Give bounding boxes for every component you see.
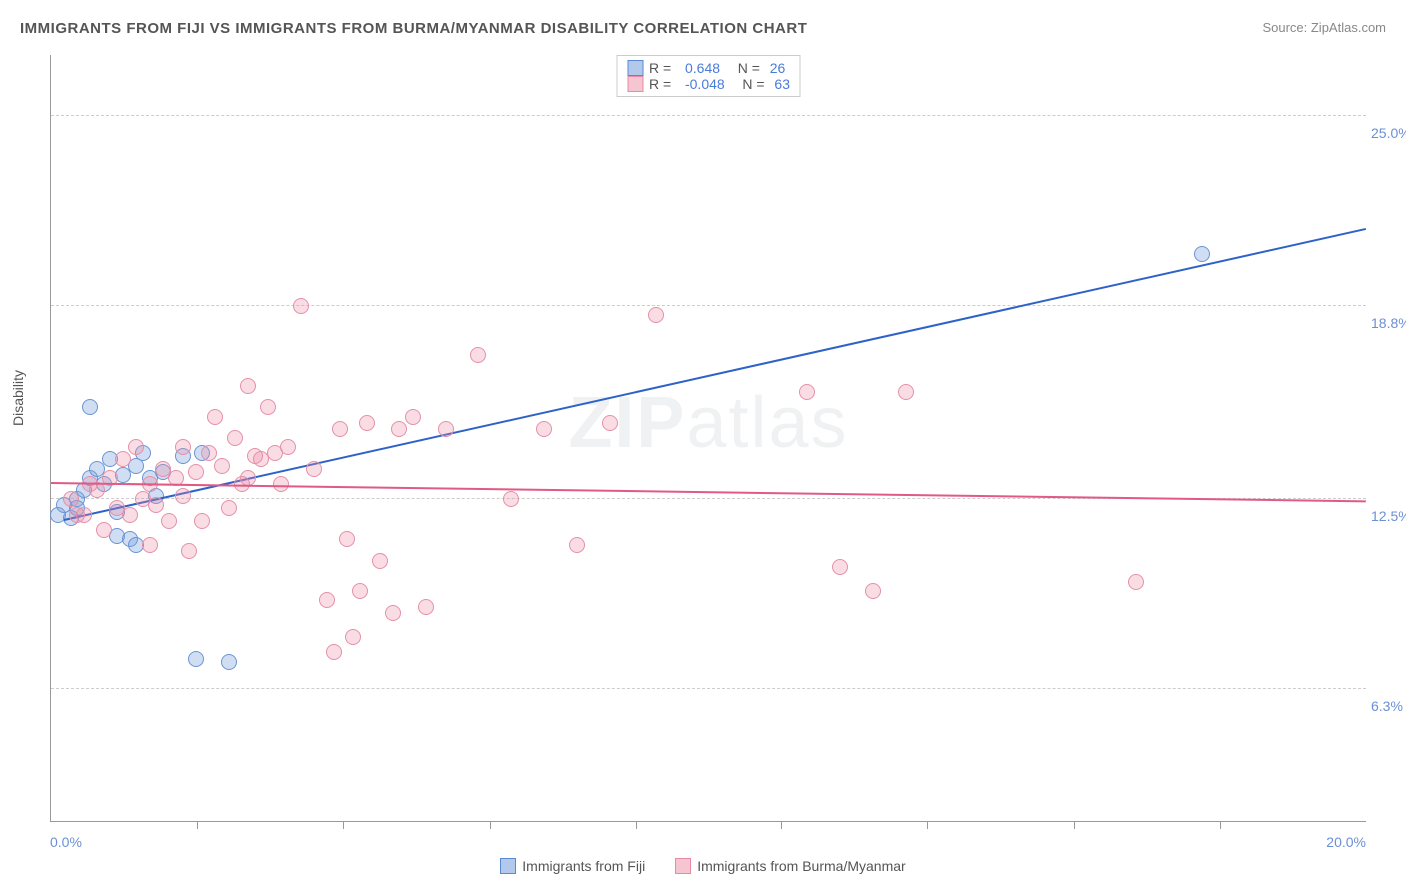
data-point <box>82 399 98 415</box>
data-point <box>293 298 309 314</box>
data-point <box>240 378 256 394</box>
data-point <box>273 476 289 492</box>
legend-n-value: 63 <box>774 76 790 92</box>
bottom-legend: Immigrants from Fiji Immigrants from Burm… <box>0 858 1406 874</box>
legend-n-value: 26 <box>770 60 786 76</box>
data-point <box>214 458 230 474</box>
legend-swatch <box>500 858 516 874</box>
plot-area: 6.3%12.5%18.8%25.0%ZIPatlasR = 0.648 N =… <box>50 55 1366 822</box>
x-tick <box>1220 821 1221 829</box>
data-point <box>1128 574 1144 590</box>
data-point <box>832 559 848 575</box>
legend-r-value: 0.648 <box>685 60 720 76</box>
data-point <box>405 409 421 425</box>
y-tick-label: 18.8% <box>1371 315 1406 331</box>
data-point <box>1194 246 1210 262</box>
data-point <box>161 513 177 529</box>
data-point <box>319 592 335 608</box>
data-point <box>188 464 204 480</box>
data-point <box>372 553 388 569</box>
data-point <box>227 430 243 446</box>
data-point <box>260 399 276 415</box>
gridline <box>51 688 1366 689</box>
data-point <box>280 439 296 455</box>
source-label: Source: ZipAtlas.com <box>1262 20 1386 35</box>
data-point <box>194 513 210 529</box>
trend-line <box>64 228 1366 521</box>
data-point <box>536 421 552 437</box>
correlation-legend: R = 0.648 N = 26R = -0.048 N = 63 <box>616 55 801 97</box>
y-tick-label: 25.0% <box>1371 125 1406 141</box>
data-point <box>865 583 881 599</box>
gridline <box>51 305 1366 306</box>
data-point <box>391 421 407 437</box>
data-point <box>221 654 237 670</box>
data-point <box>326 644 342 660</box>
data-point <box>221 500 237 516</box>
data-point <box>148 497 164 513</box>
data-point <box>503 491 519 507</box>
data-point <box>359 415 375 431</box>
data-point <box>181 543 197 559</box>
legend-swatch <box>675 858 691 874</box>
gridline <box>51 115 1366 116</box>
x-tick <box>781 821 782 829</box>
x-tick <box>927 821 928 829</box>
data-point <box>470 347 486 363</box>
data-point <box>569 537 585 553</box>
chart-container: IMMIGRANTS FROM FIJI VS IMMIGRANTS FROM … <box>0 0 1406 892</box>
data-point <box>115 451 131 467</box>
data-point <box>438 421 454 437</box>
data-point <box>898 384 914 400</box>
data-point <box>142 537 158 553</box>
series-name: Immigrants from Burma/Myanmar <box>697 858 905 874</box>
legend-r-label: R = <box>649 60 679 76</box>
data-point <box>175 439 191 455</box>
data-point <box>385 605 401 621</box>
legend-n-label: N = <box>726 60 764 76</box>
x-axis-max-label: 20.0% <box>1326 834 1366 850</box>
data-point <box>418 599 434 615</box>
y-tick-label: 6.3% <box>1371 698 1403 714</box>
data-point <box>201 445 217 461</box>
data-point <box>63 491 79 507</box>
data-point <box>352 583 368 599</box>
legend-r-value: -0.048 <box>685 76 725 92</box>
data-point <box>306 461 322 477</box>
data-point <box>69 507 85 523</box>
legend-r-label: R = <box>649 76 679 92</box>
legend-row: R = 0.648 N = 26 <box>627 60 790 76</box>
y-tick-label: 12.5% <box>1371 508 1406 524</box>
data-point <box>339 531 355 547</box>
data-point <box>345 629 361 645</box>
data-point <box>122 507 138 523</box>
data-point <box>240 470 256 486</box>
x-tick <box>1074 821 1075 829</box>
data-point <box>188 651 204 667</box>
legend-row: R = -0.048 N = 63 <box>627 76 790 92</box>
data-point <box>332 421 348 437</box>
data-point <box>602 415 618 431</box>
trend-line <box>51 482 1366 502</box>
legend-swatch <box>627 60 643 76</box>
data-point <box>128 439 144 455</box>
x-tick <box>197 821 198 829</box>
series-name: Immigrants from Fiji <box>522 858 645 874</box>
x-tick <box>636 821 637 829</box>
header: IMMIGRANTS FROM FIJI VS IMMIGRANTS FROM … <box>20 20 1386 37</box>
legend-swatch <box>627 76 643 92</box>
chart-title: IMMIGRANTS FROM FIJI VS IMMIGRANTS FROM … <box>20 20 807 37</box>
bottom-legend-item: Immigrants from Fiji <box>500 858 645 874</box>
data-point <box>648 307 664 323</box>
y-axis-label: Disability <box>10 370 26 426</box>
data-point <box>799 384 815 400</box>
x-tick <box>343 821 344 829</box>
x-tick <box>490 821 491 829</box>
data-point <box>96 522 112 538</box>
data-point <box>175 488 191 504</box>
data-point <box>207 409 223 425</box>
x-axis-min-label: 0.0% <box>50 834 82 850</box>
legend-n-label: N = <box>731 76 769 92</box>
bottom-legend-item: Immigrants from Burma/Myanmar <box>675 858 905 874</box>
